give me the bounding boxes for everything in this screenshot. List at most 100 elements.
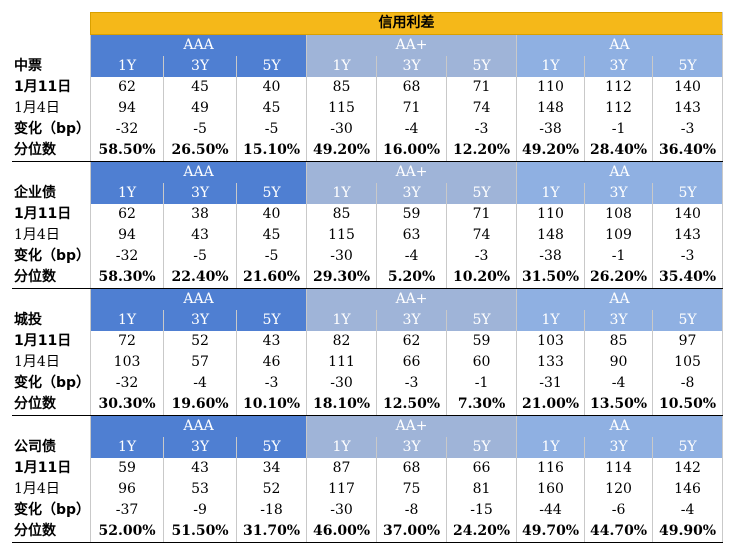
table-cell: 110 bbox=[516, 204, 586, 225]
table-cell: -30 bbox=[306, 119, 378, 140]
table-row: 变化（bp） -32 -4 -3 -30 -3 -1 -31 -4 -8 bbox=[12, 373, 724, 394]
table-cell: 140 bbox=[652, 77, 724, 98]
rating-header-row: 中票 AAA AA+ AA bbox=[12, 34, 724, 77]
table-cell: 12.50% bbox=[376, 394, 448, 416]
table-cell: 116 bbox=[516, 458, 586, 479]
table-cell: -3 bbox=[652, 246, 724, 267]
table-cell: 114 bbox=[584, 458, 654, 479]
table-cell: 82 bbox=[306, 331, 378, 352]
tenor-header: 5Y bbox=[652, 183, 724, 204]
table-cell: 10.10% bbox=[236, 394, 308, 416]
table-cell: 30.30% bbox=[90, 394, 165, 416]
table-cell: 45 bbox=[236, 225, 308, 246]
tenor-header: 1Y bbox=[306, 310, 378, 331]
table-cell: 94 bbox=[90, 98, 165, 119]
table-cell: 59 bbox=[376, 204, 448, 225]
table-cell: 62 bbox=[90, 204, 165, 225]
table-cell: 5.20% bbox=[376, 267, 448, 289]
table-cell: 58.30% bbox=[90, 267, 165, 289]
tenor-header: 1Y bbox=[306, 56, 378, 77]
table-cell: 46 bbox=[236, 352, 308, 373]
tenor-header: 3Y bbox=[584, 56, 654, 77]
row-label: 分位数 bbox=[12, 267, 92, 289]
table-cell: 59 bbox=[446, 331, 518, 352]
table-row: 分位数 30.30% 19.60% 10.10% 18.10% 12.50% 7.30% 21… bbox=[12, 394, 724, 416]
row-label: 1月4日 bbox=[12, 98, 92, 119]
rating-header: AA+ bbox=[306, 415, 518, 437]
table-cell: 143 bbox=[652, 225, 724, 246]
table-cell: -3 bbox=[376, 373, 448, 394]
table-cell: 52.00% bbox=[90, 521, 165, 543]
tenor-header: 5Y bbox=[652, 56, 724, 77]
table-cell: 120 bbox=[584, 479, 654, 500]
table-cell: -3 bbox=[652, 119, 724, 140]
table-cell: 29.30% bbox=[306, 267, 378, 289]
table-cell: 148 bbox=[516, 98, 586, 119]
section-name: 公司债 bbox=[12, 415, 92, 458]
section-name: 城投 bbox=[12, 288, 92, 331]
table-cell: 81 bbox=[446, 479, 518, 500]
rating-header: AAA bbox=[90, 161, 308, 183]
tenor-header: 3Y bbox=[163, 56, 238, 77]
table-cell: -5 bbox=[163, 119, 238, 140]
table-cell: -1 bbox=[446, 373, 518, 394]
tenor-header: 1Y bbox=[306, 437, 378, 458]
rating-header-row: 公司债 AAA AA+ AA bbox=[12, 415, 724, 458]
table-cell: -44 bbox=[516, 500, 586, 521]
table-cell: 160 bbox=[516, 479, 586, 500]
table-cell: 62 bbox=[376, 331, 448, 352]
tenor-header: 5Y bbox=[446, 437, 518, 458]
table-cell: 68 bbox=[376, 77, 448, 98]
tenor-header: 1Y bbox=[90, 183, 165, 204]
table-cell: 60 bbox=[446, 352, 518, 373]
table-cell: -1 bbox=[584, 246, 654, 267]
tenor-header: 1Y bbox=[306, 183, 378, 204]
table-cell: 112 bbox=[584, 77, 654, 98]
tenor-header: 5Y bbox=[236, 437, 308, 458]
table-cell: 66 bbox=[446, 458, 518, 479]
tenor-header: 3Y bbox=[584, 183, 654, 204]
title-row: 信用利差 bbox=[12, 12, 724, 35]
table-cell: 16.00% bbox=[376, 140, 448, 162]
row-label: 1月4日 bbox=[12, 479, 92, 500]
table-cell: 109 bbox=[584, 225, 654, 246]
table-cell: -31 bbox=[516, 373, 586, 394]
table-cell: -4 bbox=[584, 373, 654, 394]
table-cell: 49.20% bbox=[516, 140, 586, 162]
tenor-header: 3Y bbox=[163, 310, 238, 331]
table-row: 变化（bp） -32 -5 -5 -30 -4 -3 -38 -1 -3 bbox=[12, 119, 724, 140]
table-cell: -4 bbox=[376, 246, 448, 267]
table-cell: 19.60% bbox=[163, 394, 238, 416]
tenor-header: 5Y bbox=[652, 437, 724, 458]
table-cell: 85 bbox=[306, 77, 378, 98]
table-row: 1月4日 94 43 45 115 63 74 148 109 143 bbox=[12, 225, 724, 246]
row-label: 分位数 bbox=[12, 394, 92, 416]
tenor-header: 1Y bbox=[90, 56, 165, 77]
table-cell: -4 bbox=[376, 119, 448, 140]
tenor-header: 5Y bbox=[236, 56, 308, 77]
tenor-header: 1Y bbox=[90, 310, 165, 331]
table-cell: 12.20% bbox=[446, 140, 518, 162]
row-label: 变化（bp） bbox=[12, 246, 92, 267]
section-name: 企业债 bbox=[12, 161, 92, 204]
table-cell: -5 bbox=[163, 246, 238, 267]
table-title: 信用利差 bbox=[90, 12, 724, 35]
table-cell: 90 bbox=[584, 352, 654, 373]
rating-header: AAA bbox=[90, 415, 308, 437]
table-cell: 110 bbox=[516, 77, 586, 98]
table-cell: -6 bbox=[584, 500, 654, 521]
table-cell: -8 bbox=[652, 373, 724, 394]
tenor-header-row: 1Y 3Y 5Y 1Y 3Y 5Y 1Y 3Y 5Y bbox=[12, 437, 724, 458]
table-cell: 49 bbox=[163, 98, 238, 119]
table-cell: -37 bbox=[90, 500, 165, 521]
table-cell: 85 bbox=[306, 204, 378, 225]
table-row: 分位数 52.00% 51.50% 31.70% 46.00% 37.00% 24.20% 4… bbox=[12, 521, 724, 543]
table-cell: 58.50% bbox=[90, 140, 165, 162]
table-cell: 74 bbox=[446, 98, 518, 119]
tenor-header-row: 1Y 3Y 5Y 1Y 3Y 5Y 1Y 3Y 5Y bbox=[12, 56, 724, 77]
tenor-header: 5Y bbox=[652, 310, 724, 331]
table-cell: 45 bbox=[163, 77, 238, 98]
table-row: 1月4日 96 53 52 117 75 81 160 120 146 bbox=[12, 479, 724, 500]
table-cell: 21.60% bbox=[236, 267, 308, 289]
table-cell: -38 bbox=[516, 119, 586, 140]
